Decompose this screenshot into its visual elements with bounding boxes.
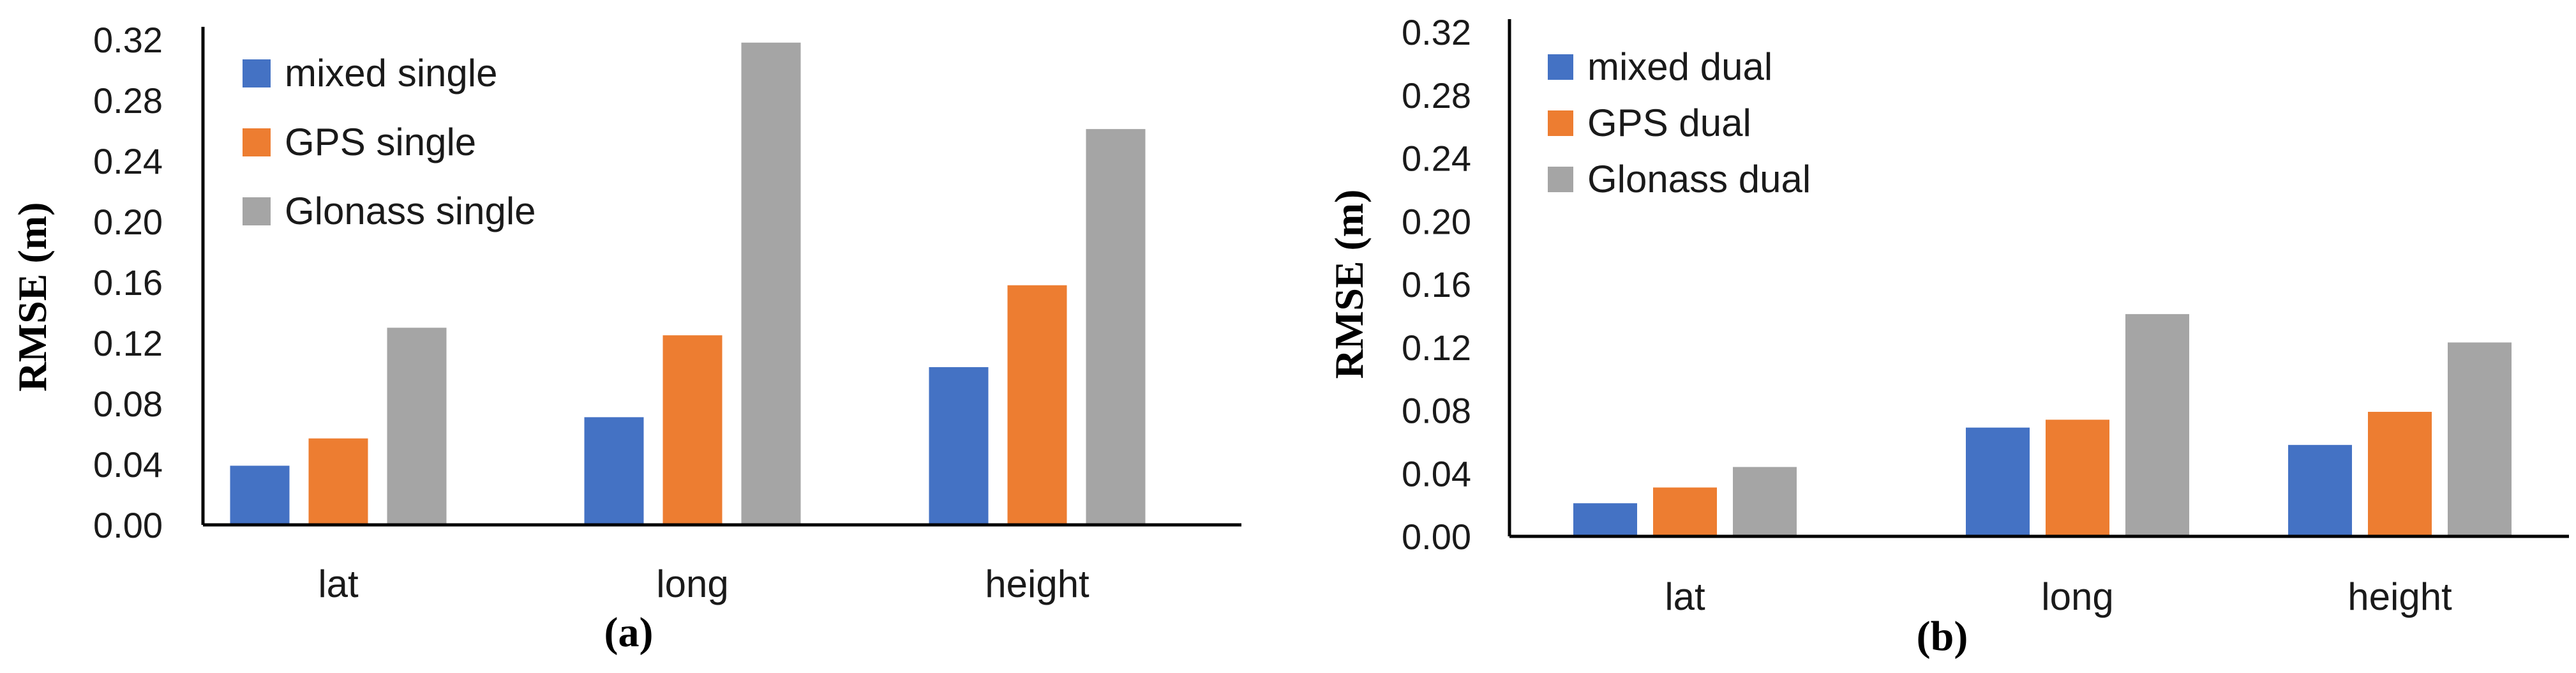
bar-mixed-single-long	[584, 417, 644, 525]
legend: mixed dual GPS dual Glonass dual	[1548, 45, 1811, 200]
y-tick-label: 0.04	[93, 444, 163, 485]
chart-panel-a: RMSE (m) 0.00 0.04 0.08 0.12 0.16 0.20 0.24 0.2…	[10, 20, 1241, 656]
x-category-label: height	[2348, 575, 2452, 618]
bar-mixed-single-lat	[230, 465, 290, 525]
bar-glonass-dual-height	[2448, 342, 2512, 536]
legend-swatch	[1548, 167, 1573, 192]
y-tick-group: 0.00 0.04 0.08 0.12 0.16 0.20 0.24 0.28 0.32	[93, 20, 163, 545]
bar-glonass-single-lat	[387, 328, 447, 525]
bar-gps-dual-long	[2046, 420, 2109, 536]
legend: mixed single GPS single Glonass single	[243, 52, 536, 232]
y-tick-label: 0.00	[93, 505, 163, 545]
bar-mixed-single-height	[929, 367, 989, 525]
y-tick-label: 0.04	[1402, 453, 1471, 494]
y-tick-label: 0.20	[93, 202, 163, 242]
y-tick-label: 0.24	[1402, 139, 1471, 179]
bar-group	[1573, 314, 2512, 536]
panel-caption: (a)	[604, 609, 654, 656]
legend-swatch	[1548, 54, 1573, 80]
y-tick-label: 0.20	[1402, 201, 1471, 241]
y-tick-label: 0.12	[1402, 328, 1471, 368]
legend-label: GPS dual	[1587, 102, 1751, 144]
bar-gps-dual-height	[2368, 411, 2432, 536]
bar-group	[230, 42, 1146, 525]
x-category-label: lat	[1665, 575, 1705, 618]
y-tick-label: 0.28	[93, 80, 163, 121]
bar-gps-dual-lat	[1653, 487, 1717, 536]
legend-label: Glonass dual	[1587, 158, 1811, 200]
chart-panel-b: RMSE (m) 0.00 0.04 0.08 0.12 0.16 0.20 0.24 0.2…	[1326, 12, 2569, 660]
y-tick-group: 0.00 0.04 0.08 0.12 0.16 0.20 0.24 0.28 0.32	[1402, 12, 1471, 557]
x-category-label: long	[656, 563, 728, 605]
bar-gps-single-long	[663, 335, 723, 525]
x-category-group: lat long height	[1665, 575, 2452, 618]
bar-gps-single-height	[1007, 285, 1067, 525]
bar-mixed-dual-long	[1966, 427, 2030, 536]
y-axis-label: RMSE (m)	[1326, 190, 1372, 379]
y-tick-label: 0.08	[93, 384, 163, 424]
legend-swatch	[243, 128, 271, 156]
y-axis-label: RMSE (m)	[10, 202, 55, 392]
legend-label: GPS single	[285, 121, 476, 163]
legend-label: mixed dual	[1587, 45, 1772, 88]
legend-label: Glonass single	[285, 190, 536, 232]
y-tick-label: 0.16	[93, 262, 163, 303]
y-tick-label: 0.28	[1402, 75, 1471, 116]
legend-swatch	[1548, 110, 1573, 136]
bar-glonass-dual-lat	[1733, 467, 1797, 536]
bar-mixed-dual-height	[2288, 444, 2352, 536]
bar-mixed-dual-lat	[1573, 503, 1637, 536]
x-category-label: height	[985, 563, 1090, 605]
y-tick-label: 0.32	[1402, 12, 1471, 52]
legend-swatch	[243, 59, 271, 87]
legend-label: mixed single	[285, 52, 498, 95]
x-category-label: lat	[318, 563, 359, 605]
legend-swatch	[243, 197, 271, 225]
bar-gps-single-lat	[308, 438, 368, 525]
panel-caption: (b)	[1917, 613, 1968, 660]
bar-glonass-dual-long	[2125, 314, 2189, 536]
y-tick-label: 0.32	[93, 20, 163, 60]
x-category-label: long	[2041, 575, 2113, 618]
y-tick-label: 0.16	[1402, 264, 1471, 305]
bar-glonass-single-height	[1086, 129, 1146, 525]
y-tick-label: 0.00	[1402, 517, 1471, 557]
bar-glonass-single-long	[741, 42, 801, 525]
y-tick-label: 0.08	[1402, 391, 1471, 431]
x-category-group: lat long height	[318, 563, 1090, 605]
y-tick-label: 0.24	[93, 141, 163, 181]
y-tick-label: 0.12	[93, 323, 163, 363]
